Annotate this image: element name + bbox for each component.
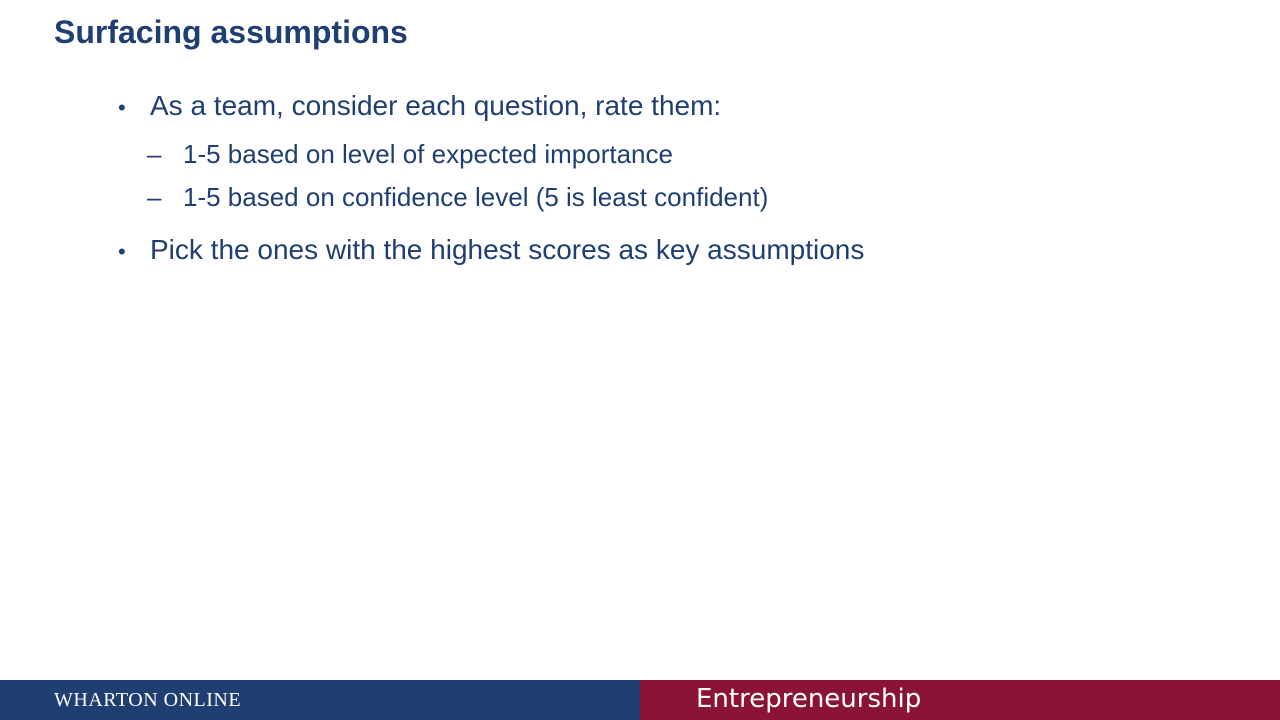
sub-bullet-text: 1-5 based on confidence level (5 is leas… <box>183 182 769 212</box>
footer-course-panel: Entrepreneurship <box>640 680 1280 720</box>
footer-brand-panel: WHARTON ONLINE <box>0 680 640 720</box>
footer-bar: WHARTON ONLINE Entrepreneurship <box>0 680 1280 720</box>
bullet-text: As a team, consider each question, rate … <box>150 90 722 121</box>
bullet-marker: • <box>118 239 126 264</box>
bullet-item: • Pick the ones with the highest scores a… <box>118 233 864 269</box>
sub-bullet-item: –1-5 based on confidence level (5 is lea… <box>147 181 768 213</box>
sub-bullet-item: –1-5 based on level of expected importan… <box>147 138 673 170</box>
slide-title: Surfacing assumptions <box>54 14 408 50</box>
sub-bullet-marker: – <box>147 139 162 169</box>
footer-brand-logo: WHARTON ONLINE <box>54 689 242 711</box>
sub-bullet-marker: – <box>147 182 162 212</box>
bullet-text: Pick the ones with the highest scores as… <box>150 234 865 265</box>
bullet-item: • As a team, consider each question, rate… <box>118 89 721 125</box>
footer-course-title: Entrepreneurship <box>696 684 922 714</box>
sub-bullet-text: 1-5 based on level of expected importanc… <box>183 139 673 169</box>
bullet-marker: • <box>118 95 126 120</box>
